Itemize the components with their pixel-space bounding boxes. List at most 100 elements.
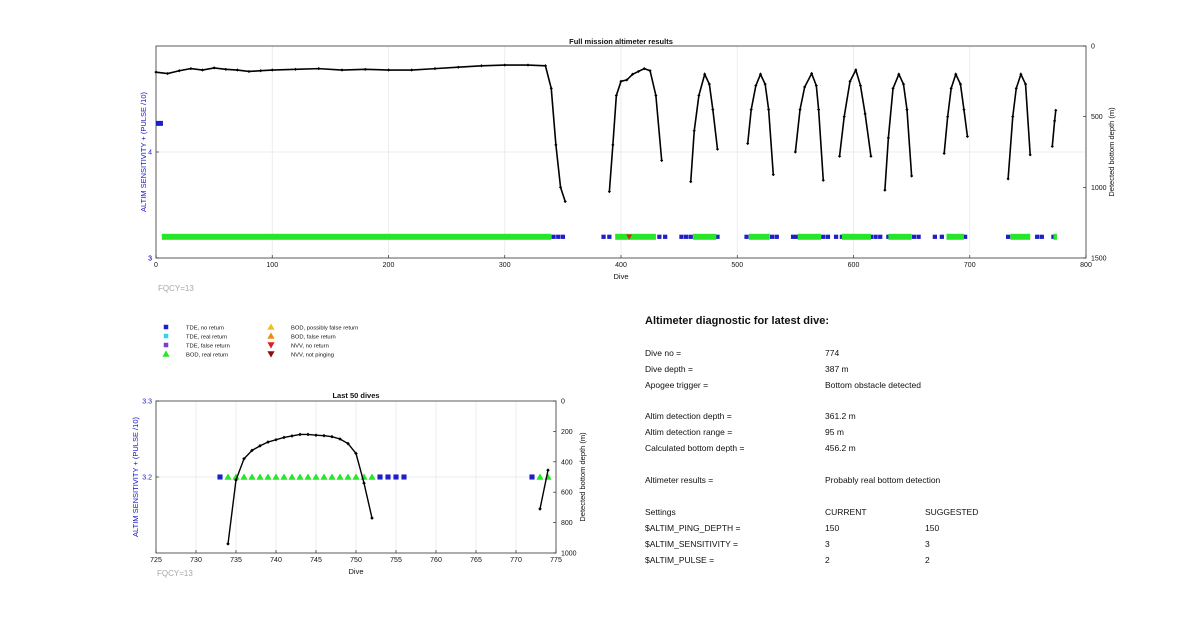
depth-point	[758, 72, 763, 76]
bottom-chart-y-left-label: ALTIM SENSITIVITY + (PULSE /10)	[131, 417, 140, 537]
x-tick-label: 100	[266, 262, 278, 269]
depth-point	[648, 69, 652, 73]
depth-point	[771, 173, 775, 177]
tde-no-return-marker	[825, 234, 831, 239]
top-chart-x-ticks: 0 100 200 300 400 500 600 700 800	[154, 255, 1092, 269]
depth-line	[155, 64, 566, 202]
depth-point	[250, 448, 254, 453]
y-right-tick-label: 800	[561, 520, 573, 527]
depth-point	[962, 108, 966, 112]
depth-point	[793, 150, 797, 154]
bod-real-return-band	[841, 233, 871, 240]
depth-point	[897, 72, 901, 76]
depth-point	[958, 82, 963, 86]
depth-line	[608, 67, 663, 192]
bod-real-return-band	[748, 233, 770, 240]
x-tick-label: 775	[550, 557, 562, 564]
tde-no-return-marker	[607, 234, 612, 239]
setting-ping-depth-suggested: 150	[925, 523, 940, 533]
depth-point	[883, 188, 887, 192]
legend: TDE, no return TDE, real return TDE, false…	[162, 323, 358, 358]
depth-point	[266, 440, 270, 444]
depth-point	[543, 64, 548, 68]
y-right-tick-label: 1000	[1091, 185, 1107, 192]
x-tick-label: 770	[510, 557, 522, 564]
x-tick-label: 200	[383, 262, 395, 269]
depth-point	[954, 72, 958, 76]
tde-no-return-marker	[601, 234, 606, 239]
tde-no-return-marker	[790, 234, 796, 239]
depth-point	[433, 67, 437, 71]
depth-point	[293, 67, 298, 71]
legend-triangle-up-icon	[267, 332, 275, 339]
x-tick-label: 400	[615, 262, 627, 269]
bod-real-return-marker	[312, 473, 320, 480]
legend-square-icon	[163, 333, 169, 339]
depth-point	[247, 69, 251, 74]
diagnostic-title: Altimeter diagnostic for latest dive:	[645, 315, 829, 327]
legend-triangle-up-icon	[267, 323, 275, 330]
x-tick-label: 740	[270, 557, 282, 564]
altimeter-results-value: Probably real bottom detection	[825, 475, 941, 485]
dive-depth-value: 387 m	[825, 364, 849, 374]
depth-point	[886, 136, 890, 140]
depth-line	[838, 67, 872, 157]
depth-point	[362, 481, 366, 485]
depth-point	[154, 70, 158, 74]
tde-no-return-marker	[401, 474, 407, 480]
x-tick-label: 745	[310, 557, 322, 564]
depth-point	[749, 108, 753, 112]
tde-no-return-marker	[1039, 234, 1044, 239]
bod-real-return-marker	[240, 473, 248, 480]
depth-point	[746, 141, 750, 146]
bod-real-return-marker	[328, 473, 336, 480]
depth-point	[330, 434, 334, 439]
top-chart-grid	[156, 46, 1086, 258]
y-left-tick-label: 3	[148, 256, 152, 263]
depth-point	[242, 456, 246, 461]
tde-no-return-marker	[556, 234, 561, 239]
legend-label: NVV, no return	[291, 343, 329, 349]
altim-detection-range-label: Altim detection range =	[645, 427, 733, 437]
y-right-tick-label: 1000	[561, 551, 577, 558]
tde-no-return-marker	[560, 234, 565, 239]
depth-point	[611, 143, 615, 147]
bod-real-return-marker	[296, 473, 304, 480]
tde-no-return-marker	[821, 234, 826, 239]
tde-no-return-marker	[833, 234, 839, 239]
depth-point	[754, 83, 758, 88]
tde-no-return-marker	[1035, 234, 1040, 239]
legend-label: TDE, no return	[186, 325, 224, 331]
depth-point	[554, 143, 558, 147]
y-right-tick-label: 400	[561, 459, 573, 466]
altim-detection-range-value: 95 m	[825, 427, 844, 437]
depth-point	[1011, 115, 1015, 119]
depth-point	[189, 67, 193, 71]
depth-point	[905, 108, 909, 112]
bod-real-return-band	[1053, 233, 1057, 240]
legend-label: BOD, possibly false return	[291, 325, 358, 331]
y-left-tick-label: 3.2	[142, 475, 152, 482]
depth-line	[689, 71, 719, 182]
depth-point	[1028, 153, 1032, 157]
depth-point	[363, 67, 367, 71]
depth-point	[290, 434, 294, 438]
depth-point	[763, 82, 767, 86]
depth-point	[479, 64, 484, 68]
x-tick-label: 735	[230, 557, 242, 564]
setting-sensitivity-current: 3	[825, 539, 830, 549]
bod-real-return-marker	[272, 473, 280, 480]
nvv-no-return-marker	[626, 234, 633, 240]
depth-point	[642, 67, 646, 71]
depth-line	[746, 72, 775, 175]
y-right-tick-label: 500	[1091, 114, 1103, 121]
depth-line	[1007, 72, 1031, 179]
legend-square-icon	[163, 324, 169, 330]
y-left-tick-label: 3.3	[142, 399, 152, 406]
top-chart-y-right-label: Detected bottom depth (m)	[1107, 107, 1116, 197]
tde-no-return-marker	[878, 234, 883, 239]
top-chart-title: Full mission altimeter results	[569, 37, 673, 46]
bod-real-return-marker	[304, 473, 312, 480]
bod-real-return-marker	[248, 473, 256, 480]
tde-no-return-marker	[683, 234, 689, 239]
